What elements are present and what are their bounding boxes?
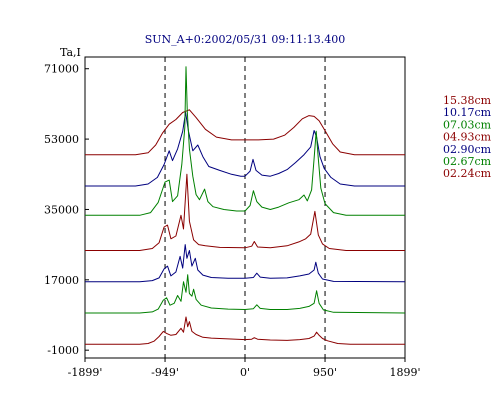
x-tick-label: 1899' [389, 366, 420, 379]
y-axis-label: Ta,I [60, 46, 81, 59]
y-tick-label: 35000 [44, 203, 79, 216]
x-tick-label: 0' [240, 366, 250, 379]
legend-entry: 07.03cm [443, 118, 492, 131]
legend-entry: 02.67cm [443, 155, 492, 168]
series-line [85, 244, 406, 283]
y-tick-label: 53000 [44, 133, 79, 146]
legend-entry: 04.93cm [443, 131, 492, 144]
series-line [85, 109, 405, 156]
series-line [85, 66, 405, 216]
series-line [85, 316, 405, 345]
y-tick-label: 71000 [44, 63, 79, 76]
series-line [85, 274, 406, 314]
x-tick-label: -1899' [68, 366, 103, 379]
x-tick-label: 950' [313, 366, 337, 379]
axis-ticks: 71000 53000 35000 17000 -1000 -1899' -949' 0' 95… [44, 63, 421, 379]
y-tick-label: -1000 [47, 344, 79, 357]
legend-entry: 10.17cm [443, 106, 492, 119]
x-tick-label: -949' [151, 366, 179, 379]
series-line [85, 173, 405, 251]
legend-entry: 02.90cm [443, 143, 492, 156]
legend: 15.38cm10.17cm07.03cm04.93cm02.90cm02.67… [443, 94, 492, 180]
y-tick-label: 17000 [44, 274, 79, 287]
chart-title: SUN_A+0:2002/05/31 09:11:13.400 [145, 33, 346, 46]
legend-entry: 15.38cm [443, 94, 492, 107]
series-layer [85, 66, 406, 345]
legend-entry: 02.24cm [443, 167, 492, 180]
